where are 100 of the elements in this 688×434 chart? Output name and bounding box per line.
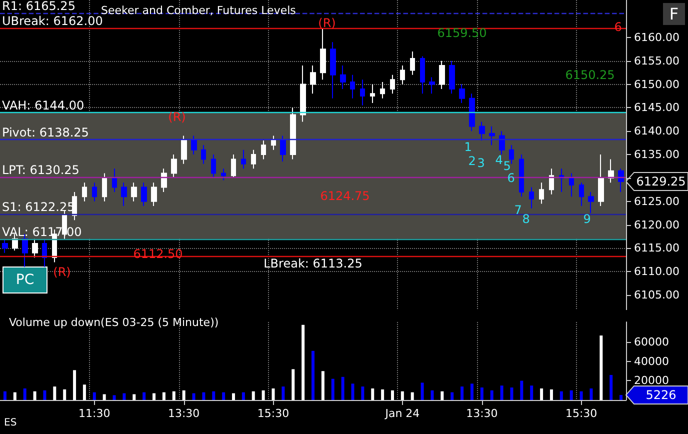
y-tick-label: 6120.00 bbox=[634, 218, 680, 232]
bar bbox=[550, 389, 553, 400]
annotation: (R) bbox=[318, 16, 336, 30]
candlestick bbox=[499, 130, 505, 156]
bar bbox=[560, 391, 563, 400]
bar bbox=[272, 388, 275, 400]
bar bbox=[132, 394, 136, 400]
y-tick-label: 6140.00 bbox=[634, 124, 680, 138]
annotation: 6159.50 bbox=[437, 26, 487, 40]
x-tick-label: 13:30 bbox=[466, 407, 498, 420]
bar bbox=[490, 390, 494, 400]
bar bbox=[610, 374, 613, 400]
bar bbox=[23, 388, 26, 400]
candlestick bbox=[588, 191, 594, 214]
candlestick bbox=[340, 65, 346, 90]
candlestick bbox=[549, 168, 554, 195]
text: 6129.25 bbox=[636, 174, 686, 188]
bar bbox=[222, 392, 226, 400]
candlestick bbox=[271, 135, 276, 150]
ref-line-label: R1: 6165.25 bbox=[2, 0, 76, 13]
y-tick-label: 6135.00 bbox=[634, 148, 680, 162]
candlestick bbox=[320, 28, 326, 80]
candlestick bbox=[519, 154, 524, 198]
bar bbox=[92, 392, 96, 400]
candlestick bbox=[201, 144, 206, 164]
candlestick bbox=[300, 65, 306, 122]
annotation: (R) bbox=[168, 110, 186, 124]
ref-line-label: Pivot: 6138.25 bbox=[2, 125, 89, 140]
bar bbox=[63, 389, 66, 400]
bar bbox=[3, 391, 6, 400]
bar bbox=[252, 391, 255, 400]
bar bbox=[282, 386, 285, 400]
text: 5226 bbox=[646, 388, 676, 402]
text: ES bbox=[4, 418, 17, 428]
bar bbox=[390, 390, 394, 400]
bar bbox=[182, 390, 186, 400]
candlestick bbox=[32, 238, 38, 258]
candlestick bbox=[400, 65, 405, 85]
bar bbox=[430, 390, 434, 400]
bar bbox=[381, 389, 384, 400]
candlestick bbox=[429, 76, 435, 94]
bar bbox=[192, 393, 196, 400]
bar bbox=[73, 370, 76, 400]
candlestick bbox=[569, 172, 574, 198]
bar bbox=[620, 394, 623, 400]
bar bbox=[440, 391, 444, 400]
candlestick bbox=[241, 149, 246, 170]
candlestick bbox=[390, 74, 395, 94]
candlestick bbox=[330, 42, 336, 99]
bar bbox=[480, 387, 484, 400]
annotation: 5 bbox=[503, 159, 511, 173]
bar bbox=[53, 386, 56, 400]
candlestick bbox=[360, 79, 365, 106]
candlestick bbox=[449, 60, 455, 94]
x-tick-label: 15:30 bbox=[565, 407, 598, 420]
ref-line-label: LPT: 6130.25 bbox=[2, 162, 80, 177]
bar bbox=[262, 390, 265, 400]
x-tick-label: Jan 24 bbox=[384, 407, 420, 420]
bar bbox=[321, 371, 324, 400]
bar bbox=[530, 386, 534, 400]
bar bbox=[470, 384, 474, 400]
bar bbox=[540, 388, 544, 400]
bar bbox=[212, 391, 216, 400]
text: F bbox=[669, 4, 679, 24]
annotation: 6 bbox=[507, 171, 515, 185]
candlestick bbox=[618, 168, 624, 192]
bar bbox=[351, 384, 354, 400]
candlestick bbox=[121, 182, 127, 207]
bar bbox=[371, 388, 374, 400]
bar bbox=[242, 392, 245, 400]
bar bbox=[43, 390, 46, 400]
bar bbox=[580, 391, 583, 400]
bar bbox=[302, 324, 305, 400]
annotation: 7 bbox=[514, 203, 522, 217]
bar bbox=[122, 393, 126, 400]
y-tick-label: 6110.00 bbox=[634, 265, 680, 278]
candlestick bbox=[221, 168, 226, 181]
bar bbox=[162, 392, 166, 400]
candlestick bbox=[489, 126, 495, 146]
bar bbox=[341, 376, 344, 400]
candlestick bbox=[251, 149, 256, 170]
y-tick-label: 40000 bbox=[634, 354, 669, 368]
bar bbox=[520, 380, 524, 400]
candlestick bbox=[420, 56, 425, 94]
ref-line-label: VAH: 6144.00 bbox=[2, 98, 84, 112]
y-tick-label: 60000 bbox=[634, 336, 669, 349]
annotation: 6150.25 bbox=[565, 68, 615, 82]
annotation: 8 bbox=[522, 212, 530, 226]
candlestick bbox=[608, 158, 614, 184]
annotation: 9 bbox=[583, 212, 591, 226]
bar bbox=[420, 382, 424, 400]
x-tick-label: 15:30 bbox=[257, 407, 290, 420]
ref-line-label: S1: 6122.25 bbox=[2, 200, 75, 214]
candlestick bbox=[380, 81, 385, 99]
candlestick bbox=[72, 191, 77, 221]
candlestick bbox=[529, 186, 534, 209]
candlestick bbox=[92, 182, 97, 202]
bar bbox=[450, 392, 454, 400]
candlestick bbox=[102, 172, 107, 202]
candlestick bbox=[231, 154, 236, 178]
